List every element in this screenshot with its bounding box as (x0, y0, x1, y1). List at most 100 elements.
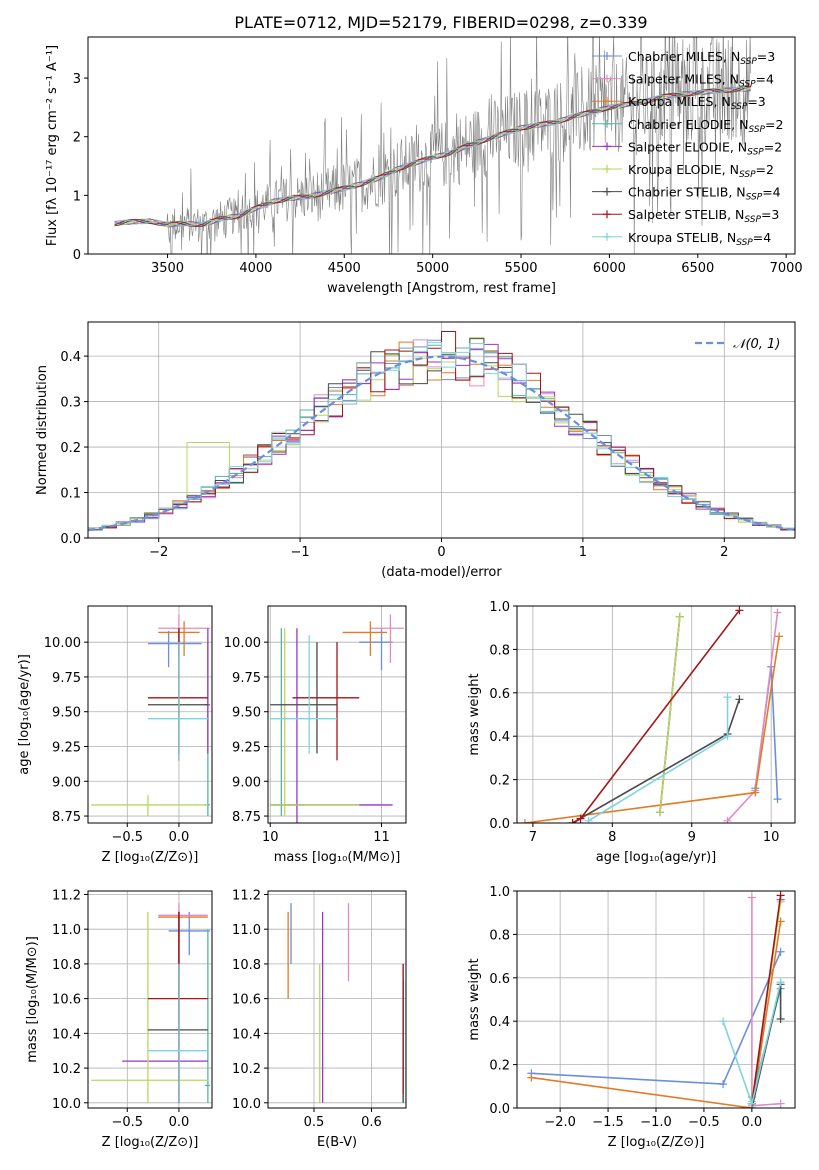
series-salpeter-elodie (204, 628, 210, 754)
x-tick-label: −0.5 (688, 1115, 720, 1130)
legend-label: Salpeter ELODIE, NSSP=2 (628, 139, 782, 157)
model-line-chabrier-stelib (114, 85, 751, 228)
plot-age-vs-z: −0.5 0.0 8.75 9.00 9.25 9.50 9.75 10.00 Z [log₁₀… (17, 605, 213, 865)
x-tick-label: 0 (437, 545, 445, 560)
x-tick-label: 7000 (770, 261, 803, 276)
series-line (726, 612, 779, 822)
y-tick-label: 0.0 (489, 817, 510, 832)
y-tick-label: 0.4 (489, 730, 510, 745)
y-axis-label: age [log₁₀(age/yr)] (17, 654, 32, 775)
x-tick-label: 0.5 (304, 1115, 325, 1130)
data-point-marker (568, 819, 577, 823)
plot-area (114, 37, 752, 254)
legend-marker (603, 232, 611, 241)
plot-area (270, 614, 404, 823)
series-kroupa-stelib (719, 978, 785, 1108)
y-tick-label: 0.0 (489, 1102, 510, 1117)
histogram-kroupa-stelib (88, 342, 795, 531)
data-point-marker (776, 1015, 785, 1024)
series-salpeter-elodie (270, 628, 393, 823)
y-tick-label: 0.2 (489, 1059, 510, 1074)
legend-marker (603, 74, 611, 83)
x-tick-label: 10 (262, 830, 279, 845)
plot-residuals: −2 −1 0 1 2 0.0 0.1 0.2 0.3 0.4 (data-model)/error… (35, 321, 796, 580)
data-point-marker (751, 788, 760, 797)
y-tick-label: 9.50 (232, 706, 261, 721)
x-axis-label: age [log₁₀(age/yr)] (596, 850, 717, 865)
y-tick-label: 10.0 (232, 1097, 261, 1112)
plot-spectrum: 3500 4000 4500 5000 5500 6000 6500 7000 0 1 2 3 wave… (45, 36, 803, 296)
model-line-salpeter-stelib (114, 86, 751, 227)
y-tick-label: 0.0 (60, 532, 81, 547)
x-axis-label: wavelength [Angstrom, rest frame] (327, 281, 556, 296)
y-tick-label: 9.75 (232, 671, 261, 686)
x-tick-label: 4000 (239, 261, 272, 276)
series-kroupa-stelib (147, 642, 208, 761)
legend: 𝒩(0, 1) (695, 337, 780, 352)
y-tick-label: 0.2 (489, 774, 510, 789)
y-tick-label: 10.2 (52, 1062, 81, 1077)
x-tick-label: 9 (688, 830, 696, 845)
y-tick-label: 10.00 (224, 636, 261, 651)
plot-weight-vs-z: −2.0 −1.5 −1.0 −0.5 0.0 0.0 0.2 0.4 0.6 0.8 1.0 Z [… (467, 885, 796, 1150)
series-line (572, 609, 741, 823)
data-point-marker (776, 978, 785, 987)
y-tick-label: 11.2 (52, 888, 81, 903)
x-tick-label: −2.0 (544, 1115, 576, 1130)
series-chabrier-stelib (147, 911, 208, 1103)
series-salpeter-miles (158, 903, 208, 938)
legend-marker (603, 52, 611, 60)
y-tick-label: 1.0 (489, 600, 510, 615)
series-chabrier-stelib (147, 628, 208, 754)
data-point-marker (584, 816, 593, 823)
y-tick-label: 11.2 (232, 888, 261, 903)
x-tick-label: 7 (529, 830, 537, 845)
legend-marker (603, 119, 611, 128)
x-tick-label: 11 (373, 830, 390, 845)
legend-label: Salpeter STELIB, NSSP=3 (628, 207, 779, 225)
plot-area (91, 903, 210, 1103)
x-tick-label: 5500 (504, 261, 537, 276)
y-tick-label: 10.00 (44, 636, 81, 651)
series-kroupa-miles (158, 911, 208, 999)
x-tick-label: −1 (291, 545, 310, 560)
series-line (751, 895, 782, 1104)
histogram-salpeter-stelib (88, 331, 795, 531)
series-chabrier-elodie (204, 929, 210, 1103)
legend-label: 𝒩(0, 1) (733, 337, 780, 352)
y-tick-label: 9.25 (52, 740, 81, 755)
axes-frame (87, 605, 213, 824)
plot-area (91, 614, 210, 817)
x-tick-label: 3500 (151, 261, 184, 276)
y-tick-label: 0.6 (489, 687, 510, 702)
normal-distribution-curve (88, 355, 795, 532)
x-tick-label: 2 (720, 545, 728, 560)
series-kroupa-elodie (270, 628, 360, 817)
observed-spectrum (114, 37, 752, 254)
x-axis-label: Z [log₁₀(Z/Z⊙)] (102, 850, 199, 865)
series-chabrier-elodie (270, 628, 304, 817)
y-axis-label: Flux [fλ 10⁻¹⁷ erg cm⁻² s⁻¹ A⁻¹] (45, 45, 60, 246)
data-point-marker (776, 891, 785, 900)
axes-frame (516, 890, 796, 1109)
data-point-marker (773, 795, 782, 804)
x-tick-label: 6500 (681, 261, 714, 276)
x-tick-label: 5000 (416, 261, 449, 276)
series-kroupa-elodie (91, 911, 208, 1103)
legend-marker (603, 97, 611, 106)
plot-area (287, 903, 406, 1103)
y-tick-label: 0.6 (489, 972, 510, 987)
series-salpeter-stelib (147, 911, 208, 1103)
data-point-marker (723, 732, 732, 741)
plot-weight-vs-age: 7 8 9 10 0.0 0.2 0.4 0.6 0.8 1.0 age [log₁₀(age/yr… (467, 600, 796, 865)
legend-marker (603, 210, 611, 219)
y-tick-label: 2 (73, 131, 81, 146)
y-tick-label: 9.25 (232, 740, 261, 755)
series-kroupa-stelib (147, 963, 208, 1103)
y-tick-label: 9.50 (52, 706, 81, 721)
y-tick-label: 1.0 (489, 885, 510, 900)
plot-area (88, 331, 795, 532)
y-tick-label: 10.8 (232, 958, 261, 973)
legend-label: Chabrier ELODIE, NSSP=2 (628, 117, 783, 135)
